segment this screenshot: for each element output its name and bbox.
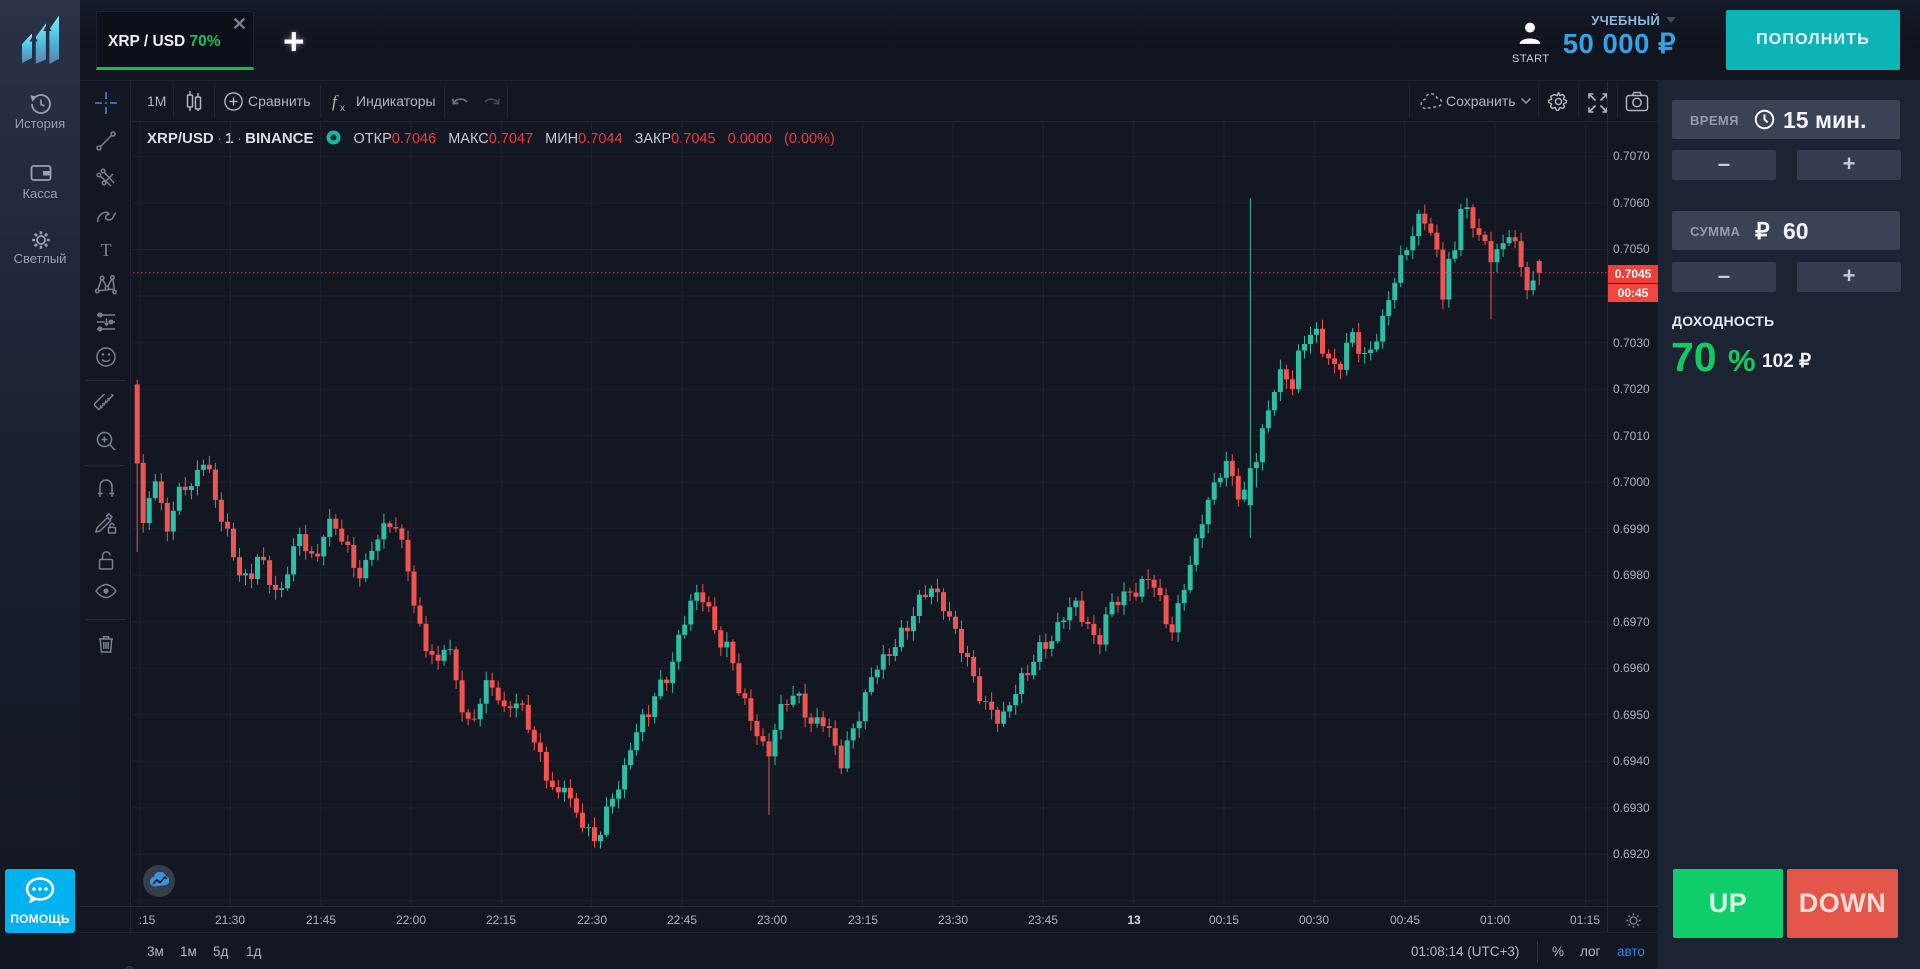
svg-text:f: f [332,92,339,111]
svg-text:x: x [340,103,345,114]
svg-text:T: T [101,240,112,260]
